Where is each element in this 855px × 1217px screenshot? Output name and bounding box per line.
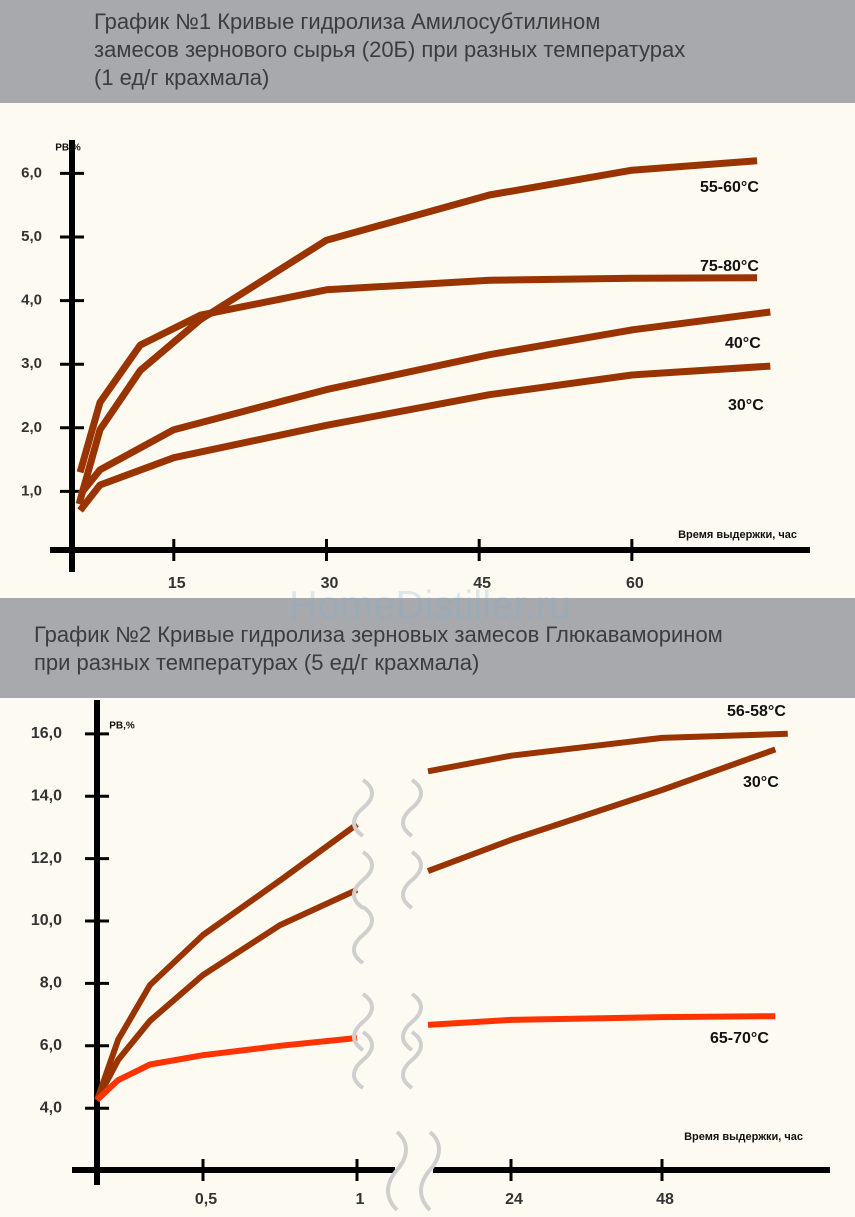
axis-break — [352, 778, 374, 838]
series-label: 30°C — [728, 397, 764, 414]
chart-title: График №1 Кривые гидролиза Амилосубтилин… — [94, 9, 686, 90]
chart-title: График №2 Кривые гидролиза зерновых заме… — [34, 622, 723, 675]
y-tick-label: 12,0 — [31, 850, 62, 867]
series-line — [94, 746, 777, 1102]
y-tick-label: 8,0 — [40, 975, 62, 992]
axis-break — [401, 1030, 423, 1090]
y-tick-label: 16,0 — [31, 725, 62, 742]
x-tick-label: 45 — [473, 575, 491, 592]
y-tick-label: 3,0 — [21, 355, 42, 372]
x-tick-label: 15 — [168, 575, 186, 592]
y-tick-label: 6,0 — [40, 1037, 62, 1054]
series-line — [76, 274, 758, 474]
axis-break — [352, 850, 374, 910]
series-line — [94, 1013, 776, 1103]
series-label: 56-58°C — [727, 703, 786, 720]
y-tick-label: 10,0 — [31, 912, 62, 929]
series-line — [77, 362, 771, 513]
series-label: 55-60°C — [700, 179, 759, 196]
series-line — [77, 308, 771, 497]
x-axis-label: Время выдержки, час — [684, 1131, 803, 1143]
x-tick-label: 60 — [626, 575, 644, 592]
series-line — [94, 730, 788, 1102]
axis-break — [401, 992, 423, 1052]
series-label: 40°C — [725, 335, 761, 352]
x-tick-label: 0,5 — [195, 1191, 217, 1208]
x-tick-label: 1 — [356, 1191, 365, 1208]
series-label: 75-80°C — [700, 258, 759, 275]
watermark: HomeDistiller.ru — [289, 584, 571, 628]
axis-break — [352, 1030, 374, 1090]
y-axis-label: РВ,% — [109, 721, 135, 732]
axis-break — [352, 992, 374, 1052]
title-band — [0, 598, 855, 698]
axis-break — [419, 1130, 441, 1212]
y-tick-label: 4,0 — [21, 292, 42, 309]
x-tick-label: 48 — [656, 1191, 674, 1208]
axis-break-gap — [395, 1162, 433, 1178]
y-tick-label: 4,0 — [40, 1099, 62, 1116]
axis-break — [401, 850, 423, 910]
x-tick-label: 30 — [321, 575, 339, 592]
y-tick-label: 14,0 — [31, 787, 62, 804]
x-tick-label: 24 — [505, 1191, 523, 1208]
series-line — [75, 157, 758, 506]
title-band — [0, 0, 855, 103]
y-tick-label: 2,0 — [21, 419, 42, 436]
axis-break — [386, 1130, 408, 1212]
axis-break — [401, 778, 423, 838]
axis-break — [352, 905, 374, 965]
y-tick-label: 1,0 — [21, 482, 42, 499]
series-label: 30°C — [743, 774, 779, 791]
y-axis-label: РВ,% — [55, 143, 81, 154]
y-tick-label: 5,0 — [21, 228, 42, 245]
x-axis-label: Время выдержки, час — [678, 529, 797, 541]
y-tick-label: 6,0 — [21, 164, 42, 181]
series-label: 65-70°C — [710, 1030, 769, 1047]
